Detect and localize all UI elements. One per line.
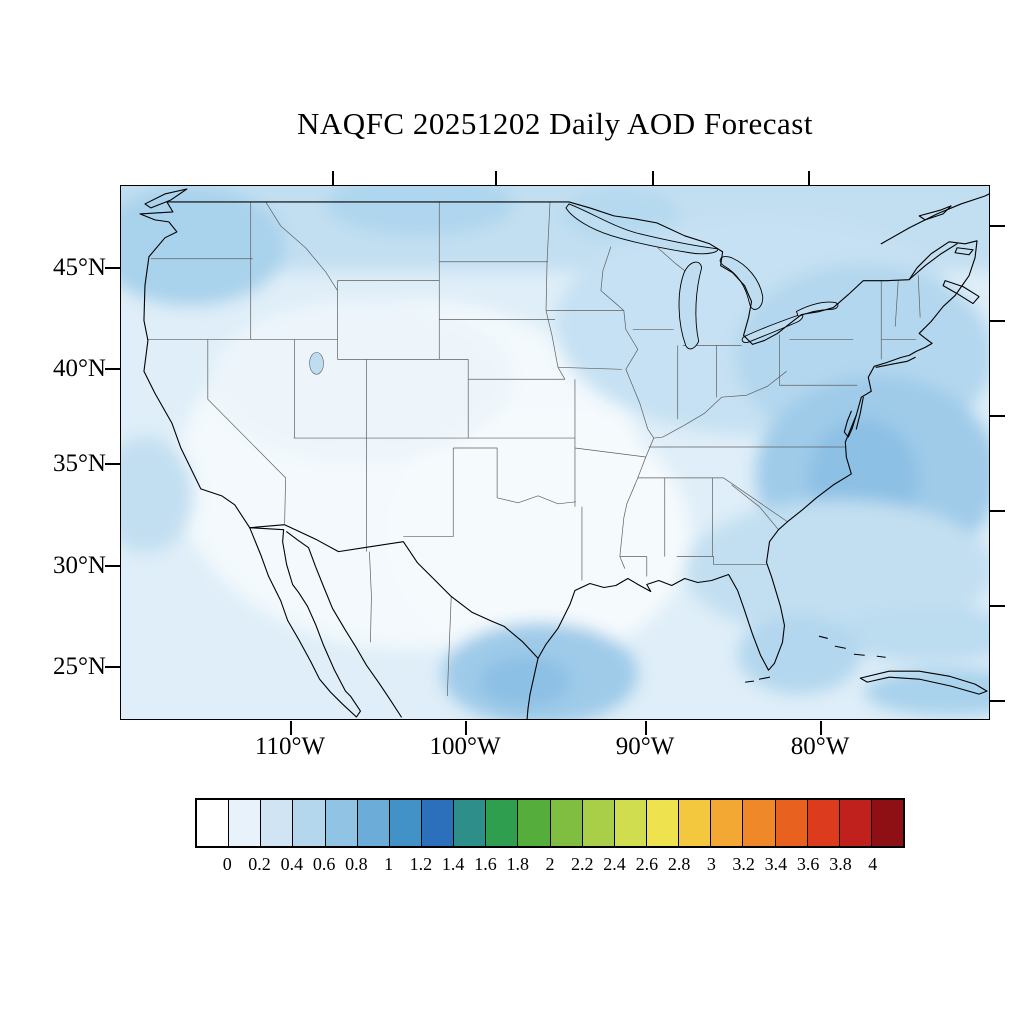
colorbar-cell xyxy=(453,800,486,846)
colorbar-cell xyxy=(645,800,679,846)
state-borders xyxy=(146,201,921,697)
tick-mark xyxy=(990,605,1005,607)
baja-california xyxy=(249,527,361,718)
nova-scotia xyxy=(942,280,980,305)
colorbar-tick-label: 1.2 xyxy=(409,854,433,874)
colorbar-cell xyxy=(228,800,261,846)
figure-title: NAQFC 20251202 Daily AOD Forecast xyxy=(297,106,813,141)
colorbar-tick-label: 2.4 xyxy=(603,854,626,874)
tick-mark xyxy=(808,171,810,185)
colorbar-tick-label: 2 xyxy=(545,854,555,874)
colorbar-tick-label: 1.6 xyxy=(474,854,497,874)
colorbar-tick-label: 1.4 xyxy=(441,854,465,874)
long-island xyxy=(875,356,916,368)
colorbar-cell xyxy=(678,800,711,846)
colorbar-tick-label: 3.4 xyxy=(764,854,788,874)
lake-erie xyxy=(741,314,804,343)
colorbar-tick-label: 3.2 xyxy=(732,854,755,874)
colorbar-cell xyxy=(774,800,807,846)
y-axis-label: 25°N xyxy=(52,653,106,680)
colorbar-tick-label: 0 xyxy=(222,854,232,874)
lake-superior xyxy=(565,203,719,255)
colorbar-tick-label: 2.2 xyxy=(571,854,594,874)
cuba xyxy=(859,670,988,695)
colorbar-tick-label: 0.8 xyxy=(345,854,368,874)
map-panel xyxy=(120,185,990,720)
colorbar-cell xyxy=(517,800,550,846)
tick-mark xyxy=(105,368,120,370)
colorbar-cell xyxy=(356,800,389,846)
colorbar-tick-label: 3 xyxy=(706,854,716,874)
x-axis-label: 90°W xyxy=(615,733,675,760)
bahamas-islands xyxy=(745,635,886,683)
colorbar-cell xyxy=(485,800,518,846)
colorbar-cell xyxy=(838,800,871,846)
tick-mark xyxy=(105,666,120,668)
mexico-west-coast xyxy=(286,531,402,718)
st-lawrence xyxy=(880,193,989,281)
colorbar-cell xyxy=(581,800,614,846)
y-axis-label: 35°N xyxy=(52,450,106,477)
colorbar-cell xyxy=(613,800,646,846)
tick-mark xyxy=(990,700,1005,702)
chesapeake-bay xyxy=(843,396,864,438)
colorbar-cell xyxy=(292,800,325,846)
colorbar-tick-label: 1.8 xyxy=(506,854,529,874)
tick-mark xyxy=(820,721,822,735)
tick-mark xyxy=(990,510,1005,512)
colorbar-tick-label: 4 xyxy=(868,854,878,874)
tick-mark xyxy=(645,721,647,735)
aod-shading xyxy=(121,186,989,719)
tick-mark xyxy=(105,463,120,465)
colorbar-tick-label: 3.8 xyxy=(829,854,852,874)
y-axis-label: 40°N xyxy=(52,355,106,382)
colorbar-cell xyxy=(549,800,582,846)
vancouver-island xyxy=(144,188,188,209)
tick-mark xyxy=(990,225,1005,227)
tick-mark xyxy=(495,171,497,185)
colorbar-tick-label: 0.2 xyxy=(248,854,271,874)
map-svg xyxy=(121,186,989,719)
colorbar-tick-label: 3.6 xyxy=(796,854,820,874)
colorbar-cell xyxy=(420,800,454,846)
lake-michigan xyxy=(678,261,703,350)
colorbar-cell xyxy=(388,800,421,846)
mexico-gulf-coast xyxy=(526,657,539,719)
tick-mark xyxy=(105,267,120,269)
tick-mark xyxy=(105,565,120,567)
great-salt-lake xyxy=(309,352,324,375)
colorbar-cell xyxy=(197,800,229,846)
colorbar-tick-label: 1 xyxy=(384,854,394,874)
colorbar-cell xyxy=(324,800,357,846)
tick-mark xyxy=(990,415,1005,417)
colorbar-tick-label: 2.8 xyxy=(667,854,691,874)
colorbar-tick-label: 2.6 xyxy=(635,854,659,874)
x-axis-label: 80°W xyxy=(790,733,850,760)
prince-edward-island xyxy=(954,247,974,256)
colorbar-tick-labels: 0 0.2 0.4 0.6 0.8 1 1.2 1.4 1.6 1.8 2 2.2 2.4 2.6 2.8 3… xyxy=(195,854,905,880)
us-coastline xyxy=(139,201,978,671)
x-axis-label: 110°W xyxy=(254,733,326,760)
tick-mark xyxy=(332,171,334,185)
x-axis-label: 100°W xyxy=(429,733,501,760)
coastlines xyxy=(139,188,989,719)
colorbar-cell xyxy=(806,800,839,846)
tick-mark xyxy=(990,320,1005,322)
tick-mark xyxy=(652,171,654,185)
colorbar-tick-label: 0.6 xyxy=(312,854,336,874)
y-axis-label: 45°N xyxy=(52,254,106,281)
colorbar xyxy=(195,798,905,848)
colorbar-cell xyxy=(870,800,904,846)
colorbar-cell xyxy=(260,800,293,846)
colorbar-tick-label: 0.4 xyxy=(280,854,304,874)
tick-mark xyxy=(290,721,292,735)
y-axis-label: 30°N xyxy=(52,552,106,579)
colorbar-cell xyxy=(742,800,775,846)
anticosti-island xyxy=(918,205,952,221)
tick-mark xyxy=(465,721,467,735)
colorbar-cell xyxy=(710,800,743,846)
